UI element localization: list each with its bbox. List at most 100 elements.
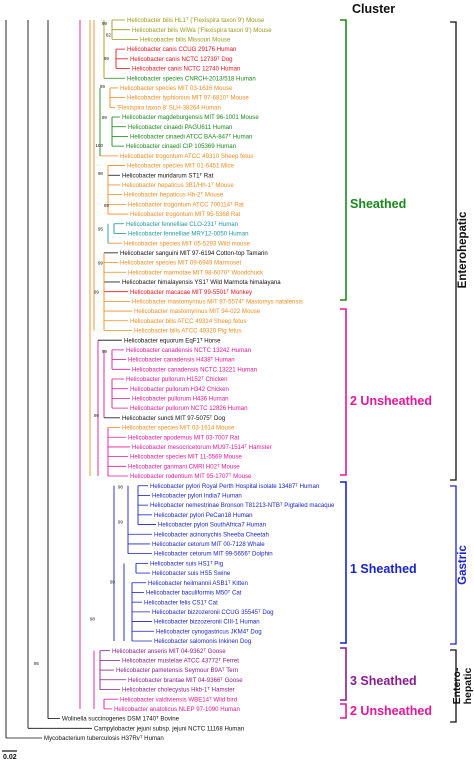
tip-label: Helicobacter bilis ATCC 49314 Sheep fetu… (130, 318, 246, 325)
tip-label: Helicobacter marmotae MIT 98-6070ᵀ Woodc… (128, 269, 264, 276)
tip-label: Helicobacter trogontum ATCC 700114ᵀ Rat (128, 201, 244, 208)
tip-label: Helicobacter typhlonius MIT 97-6810ᵀ Mou… (127, 95, 249, 102)
cluster-bracket-sheathed-3 (340, 647, 347, 701)
cluster-label-unsheathed-1: 2 Unsheathed (350, 394, 432, 408)
bootstrap-label: 98 (90, 617, 96, 622)
tip-label: Helicobacter rodentium MIT 95-1707ᵀ Mous… (130, 473, 252, 480)
tip-label: Helicobacter suis HS1ᵀ Pig (150, 560, 223, 567)
tip-labels: Helicobacter bilis HL1ᵀ ('Flexispira tax… (44, 17, 335, 742)
group-label-enterohepatic: Enterohepatic (457, 211, 469, 288)
tip-label: Helicobacter magdeburgensis MIT 96-1001 … (122, 114, 259, 121)
bootstrap-label: 99 (102, 349, 108, 354)
tip-label: Helicobacter mastomyrinus MIT 94-022 Mou… (134, 308, 261, 315)
tip-label: Helicobacter felis CS1ᵀ Cat (144, 599, 218, 606)
tip-label: Helicobacter mustelae ATCC 43772ᵀ Ferret (122, 657, 239, 664)
tip-label: Helicobacter trogontum MIT 95-5368 Rat (130, 211, 241, 218)
tip-label: Helicobacter pullorum NCTC 12826 Human (130, 405, 248, 412)
group-label-enterohepatic-2a: Entero- (451, 667, 463, 704)
tip-label: Helicobacter cetorum MIT 99-5656ᵀ Dolphi… (154, 551, 273, 558)
tip-label: Helicobacter canadensis NCTC 13242 Human (126, 347, 251, 354)
bootstrap-label: 99 (118, 520, 124, 525)
bootstrap-label: 99 (102, 115, 108, 120)
cluster-label-sheathed: Sheathed (350, 197, 406, 211)
tip-label: Helicobacter bilis HL1ᵀ ('Flexispira tax… (127, 17, 265, 24)
tip-label: Wolinella succinogenes DSM 1740ᵀ Bovine (62, 716, 180, 723)
tip-label: Helicobacter himalayensis YS1ᵀ Wild Marm… (122, 279, 281, 286)
tip-label: Helicobacter cinaedi PAGU611 Human (128, 124, 232, 131)
cluster-bracket-unsheathed-2 (340, 703, 347, 719)
tip-label: Helicobacter heilmannii ASB1ᵀ Kitten (148, 580, 248, 587)
cluster-header: Cluster (352, 2, 395, 16)
bootstrap-label: 99 (94, 290, 100, 295)
bootstrap-label: 99 (110, 580, 116, 585)
tree-branches (5, 19, 156, 739)
tip-label: Helicobacter species MIT 01-6451 Mice (127, 163, 235, 170)
tip-label: Helicobacter mastomyrinus MIT 97-5574ᵀ M… (132, 298, 303, 305)
tip-label: Helicobacter fennelliae CLO-231ᵀ Human (126, 221, 238, 228)
tip-label: Helicobacter cholecystus Hkb-1ᵀ Hamster (122, 687, 235, 694)
tip-label: Helicobacter brantae MIT 04-9366ᵀ Goose (128, 677, 243, 684)
tip-label: Helicobacter fennelliae MRY12-0050 Human (128, 231, 248, 238)
cluster-label-unsheathed-2: 2 Unsheathed (350, 704, 432, 718)
tip-label: Helicobacter salomonis Inkinen Dog (154, 638, 251, 645)
tip-label: Helicobacter muridarum ST1ᵀ Rat (122, 172, 214, 179)
tip-label: Helicobacter species MIT 11-5569 Mouse (130, 454, 242, 461)
group-bracket-gastric (450, 485, 457, 645)
group-label-gastric: Gastric (457, 545, 469, 585)
tip-label: Helicobacter cinaedi CIP 105369 Human (126, 143, 236, 150)
bootstrap-label: 62 (106, 32, 112, 37)
tip-label: Helicobacter pylori PeCan18 Human (154, 512, 253, 519)
tip-label: Mycobacterium tuberculosis H37Rvᵀ Human (44, 735, 164, 742)
cluster-bracket-sheathed-1 (340, 481, 347, 644)
tip-label: Helicobacter pullorum H152ᵀ Chicken (126, 376, 228, 383)
tip-label: Helicobacter bilis Missouri Mouse (140, 37, 231, 44)
tip-label: Helicobacter trogontum ATCC 49310 Sheep … (120, 153, 253, 160)
tip-label: Helicobacter species MIT 03-1614 Mouse (122, 425, 235, 432)
tip-label: Helicobacter suis HS5 Swine (152, 570, 231, 577)
bootstrap-label: 99 (104, 56, 110, 61)
tip-label: Campylobacter jejuni subsp. jejuni NCTC … (94, 725, 244, 732)
tip-label: Helicobacter species CNRCH-2013/518 Huma… (127, 75, 256, 82)
tip-label: Helicobacter pametensis Seymour B9Aᵀ Ter… (116, 667, 238, 674)
cluster-label-sheathed-1: 1 Sheathed (350, 562, 417, 576)
tip-label: Helicobacter equorum EqF1ᵀ Horse (124, 337, 221, 344)
tip-label: Helicobacter canis NCTC 12739ᵀ Dog (130, 56, 233, 63)
tip-label: Helicobacter suncti MIT 97-5075ᵀ Dog (122, 415, 225, 422)
tip-label: Helicobacter canis CCUG 29176 Human (127, 46, 236, 53)
tip-label: Helicobacter pylori SouthAfrica7 Human (158, 522, 266, 529)
tip-label: Helicobacter pylori Royal Perth Hospital… (150, 483, 319, 490)
tip-label: Helicobacter mesocricetorum MU97-1514ᵀ H… (132, 444, 272, 451)
tip-label: Helicobacter hepaticus Hh-2ᵀ Mouse (124, 192, 224, 199)
tip-label: Helicobacter ganmani CMRI H02ᵀ Mouse (128, 463, 240, 470)
tip-label: Helicobacter cinaedi ATCC BAA-847ᵀ Human (130, 134, 252, 141)
tip-label: Helicobacter valdiviensis WBE14ᵀ Wild bi… (120, 696, 237, 703)
tip-label: Helicobacter nemestrinae Bronson T81213-… (150, 502, 335, 509)
bootstrap-label: 95 (34, 661, 40, 666)
tip-label: Helicobacter canadensis NCTC 13221 Human (132, 366, 257, 373)
tip-label: Helicobacter bilis ATCC 49320 Pig fetus (134, 328, 242, 335)
group-label-enterohepatic-2b: hepatic (462, 667, 474, 704)
bootstrap-label: 99 (98, 260, 104, 265)
bootstrap-label: 100 (95, 143, 103, 148)
tip-label: Helicobacter pullorum H342 Chicken (130, 386, 229, 393)
bootstrap-label: 98 (118, 485, 124, 490)
tip-label: Helicobacter sanguini MIT 97-6194 Cotton… (120, 250, 268, 257)
tip-label: Helicobacter pylori India7 Human (152, 493, 242, 500)
tip-label: Helicobacter species MIT 03-1616 Mouse (120, 85, 233, 92)
bootstrap-label: 98 (98, 171, 104, 176)
tip-label: Helicobacter bizzozeronii CIII-1 Human (154, 619, 260, 626)
tip-label: Helicobacter baculiformis M50ᵀ Cat (146, 590, 242, 597)
tip-label: Helicobacter hepaticus 3B1/Hh-1ᵀ Mouse (122, 182, 234, 189)
tip-label: Helicobacter macacae MIT 99-5501ᵀ Monkey (130, 289, 253, 296)
tip-label: Helicobacter cynogastricus JKM4ᵀ Dog (156, 628, 262, 635)
bootstrap-values: 99 62 99 99 99 100 98 99 95 99 99 99 99 98 99 99 98 95 (34, 21, 124, 666)
tip-label: Helicobacter apodemus MIT 03-7007 Rat (128, 434, 240, 441)
cluster-label-sheathed-3: 3 Sheathed (350, 674, 417, 688)
scale-bar-label: 0.02 (3, 754, 17, 761)
tip-label: Helicobacter canis NCTC 12740 Human (132, 66, 240, 73)
tip-label: Helicobacter species MIT 05-5293 Wild mo… (124, 240, 250, 247)
tip-label: Helicobacter bizzozeronii CCUG 35545ᵀ Do… (152, 609, 274, 616)
bootstrap-label: 99 (94, 413, 100, 418)
tip-label: Helicobacter anatolicus NLEP 97-1090 Hum… (114, 706, 240, 713)
tip-label: Helicobacter cetorum MIT 00-7128 Whale (152, 541, 265, 548)
